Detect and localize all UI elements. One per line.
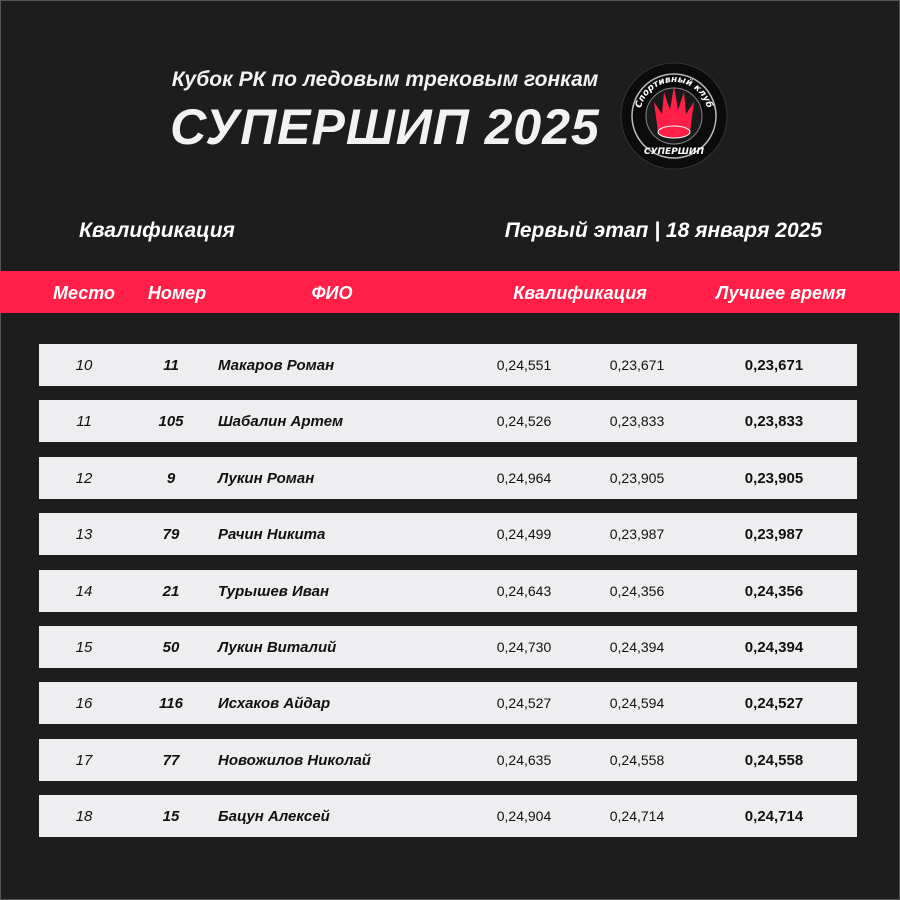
- cell-name: Лукин Виталий: [218, 639, 337, 656]
- cell-q1: 0,24,904: [496, 808, 552, 825]
- cell-q1: 0,24,527: [496, 695, 552, 712]
- cell-place: 15: [75, 639, 93, 656]
- cell-q1: 0,24,635: [496, 751, 552, 768]
- cell-best: 0,24,356: [744, 582, 804, 600]
- cell-best: 0,24,394: [744, 639, 804, 656]
- cell-name: Турышев Иван: [218, 582, 330, 600]
- event-title: СУПЕРШИП 2025: [170, 99, 600, 155]
- cell-name: Бацун Алексей: [218, 808, 330, 826]
- cell-number: 105: [158, 413, 184, 431]
- cell-place: 10: [75, 357, 93, 374]
- table-row: 16 116 Исхаков Айдар 0,24,527 0,24,594 0,24,5…: [39, 682, 857, 725]
- table-row: 17 77 Новожилов Николай 0,24,635 0,24,558 0,2…: [39, 738, 857, 781]
- cell-q2: 0,24,356: [609, 582, 665, 599]
- cell-number: 11: [163, 357, 179, 374]
- cell-number: 79: [162, 526, 180, 544]
- table-row: 10 11 Макаров Роман 0,24,551 0,23,671 0,23,67…: [39, 344, 857, 386]
- cell-name: Исхаков Айдар: [218, 695, 331, 713]
- cell-best: 0,23,905: [744, 469, 804, 487]
- col-number: Номер: [147, 283, 207, 303]
- svg-text:СУПЕРШИП: СУПЕРШИП: [644, 147, 704, 157]
- cell-name: Шабалин Артем: [218, 413, 344, 431]
- cell-q1: 0,24,551: [496, 357, 552, 373]
- cell-q2: 0,24,714: [609, 808, 665, 825]
- cell-best: 0,23,671: [744, 357, 804, 374]
- club-logo: Спортивный клуб СУПЕРШИП: [620, 62, 728, 170]
- table-row: 13 79 Рачин Никита 0,24,499 0,23,987 0,23,987: [39, 513, 857, 556]
- cell-place: 14: [75, 582, 93, 600]
- table-row: 14 21 Турышев Иван 0,24,643 0,24,356 0,24,356: [39, 569, 857, 612]
- table-row: 12 9 Лукин Роман 0,24,964 0,23,905 0,23,905: [39, 456, 857, 499]
- cell-place: 12: [75, 469, 93, 487]
- cell-number: 15: [162, 808, 180, 826]
- cell-place: 17: [75, 751, 93, 769]
- cell-place: 16: [75, 695, 93, 713]
- cell-q2: 0,24,558: [609, 751, 665, 768]
- cell-q1: 0,24,730: [496, 639, 552, 655]
- cell-q2: 0,23,833: [609, 413, 665, 430]
- section-label: Квалификация: [79, 219, 235, 242]
- cell-name: Макаров Роман: [218, 357, 335, 374]
- cell-best: 0,24,714: [744, 808, 804, 826]
- cell-number: 77: [162, 751, 180, 769]
- cell-q1: 0,24,964: [496, 469, 552, 486]
- cell-place: 13: [75, 526, 93, 544]
- stage-date: Первый этап | 18 января 2025: [504, 219, 822, 242]
- cell-best: 0,23,833: [744, 413, 804, 431]
- cell-name: Рачин Никита: [218, 526, 326, 544]
- cell-best: 0,24,527: [744, 695, 804, 713]
- col-best-time: Лучшее время: [716, 283, 846, 303]
- table-row: 18 15 Бацун Алексей 0,24,904 0,24,714 0,24,71…: [39, 795, 857, 838]
- cell-q1: 0,24,526: [496, 413, 552, 430]
- cell-q1: 0,24,643: [496, 582, 552, 599]
- cell-number: 21: [162, 582, 180, 600]
- cell-place: 11: [76, 413, 92, 431]
- cell-best: 0,24,558: [744, 751, 804, 769]
- cell-q2: 0,23,987: [609, 526, 665, 543]
- cell-best: 0,23,987: [744, 526, 804, 544]
- cell-q2: 0,23,671: [609, 357, 665, 373]
- cell-name: Новожилов Николай: [218, 751, 371, 769]
- col-qualification: Квалификация: [513, 283, 647, 303]
- cell-number: 9: [166, 469, 176, 487]
- table-row: 11 105 Шабалин Артем 0,24,526 0,23,833 0,23,8…: [39, 400, 857, 443]
- table-row: 15 50 Лукин Виталий 0,24,730 0,24,394 0,24,39…: [39, 626, 857, 668]
- cell-place: 18: [75, 808, 93, 826]
- cell-q2: 0,24,394: [609, 639, 665, 655]
- col-place: Место: [53, 283, 115, 303]
- cell-number: 50: [162, 639, 180, 656]
- cell-q2: 0,23,905: [609, 469, 665, 486]
- cell-number: 116: [159, 695, 183, 713]
- event-subtitle: Кубок РК по ледовым трековым гонкам: [171, 68, 599, 91]
- cell-q1: 0,24,499: [496, 526, 552, 543]
- cell-q2: 0,24,594: [609, 695, 665, 712]
- col-name: ФИО: [311, 283, 353, 303]
- table-header: Место Номер ФИО Квалификация Лучшее врем…: [0, 271, 900, 313]
- cell-name: Лукин Роман: [218, 469, 315, 487]
